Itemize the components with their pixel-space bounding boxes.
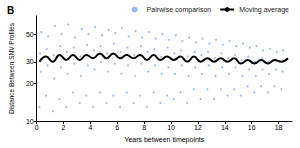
svg-text:6: 6 (115, 124, 119, 131)
svg-text:30: 30 (26, 58, 34, 65)
svg-text:10: 10 (167, 124, 175, 131)
svg-text:Years between timepoints: Years between timepoints (124, 136, 204, 144)
svg-text:B: B (7, 5, 14, 16)
svg-text:2: 2 (62, 124, 66, 131)
svg-text:4: 4 (88, 124, 92, 131)
svg-text:18: 18 (275, 124, 283, 131)
svg-text:Distance Between SNV Profiles: Distance Between SNV Profiles (8, 22, 15, 114)
svg-text:16: 16 (248, 124, 256, 131)
svg-text:14: 14 (221, 124, 229, 131)
svg-text:0: 0 (35, 124, 39, 131)
svg-text:Moving average: Moving average (239, 6, 289, 14)
svg-text:8: 8 (142, 124, 146, 131)
svg-text:50: 50 (26, 31, 34, 38)
svg-text:Pairwise comparison: Pairwise comparison (147, 6, 212, 14)
svg-text:12: 12 (194, 124, 202, 131)
svg-text:10: 10 (26, 118, 34, 125)
svg-text:20: 20 (26, 80, 34, 87)
